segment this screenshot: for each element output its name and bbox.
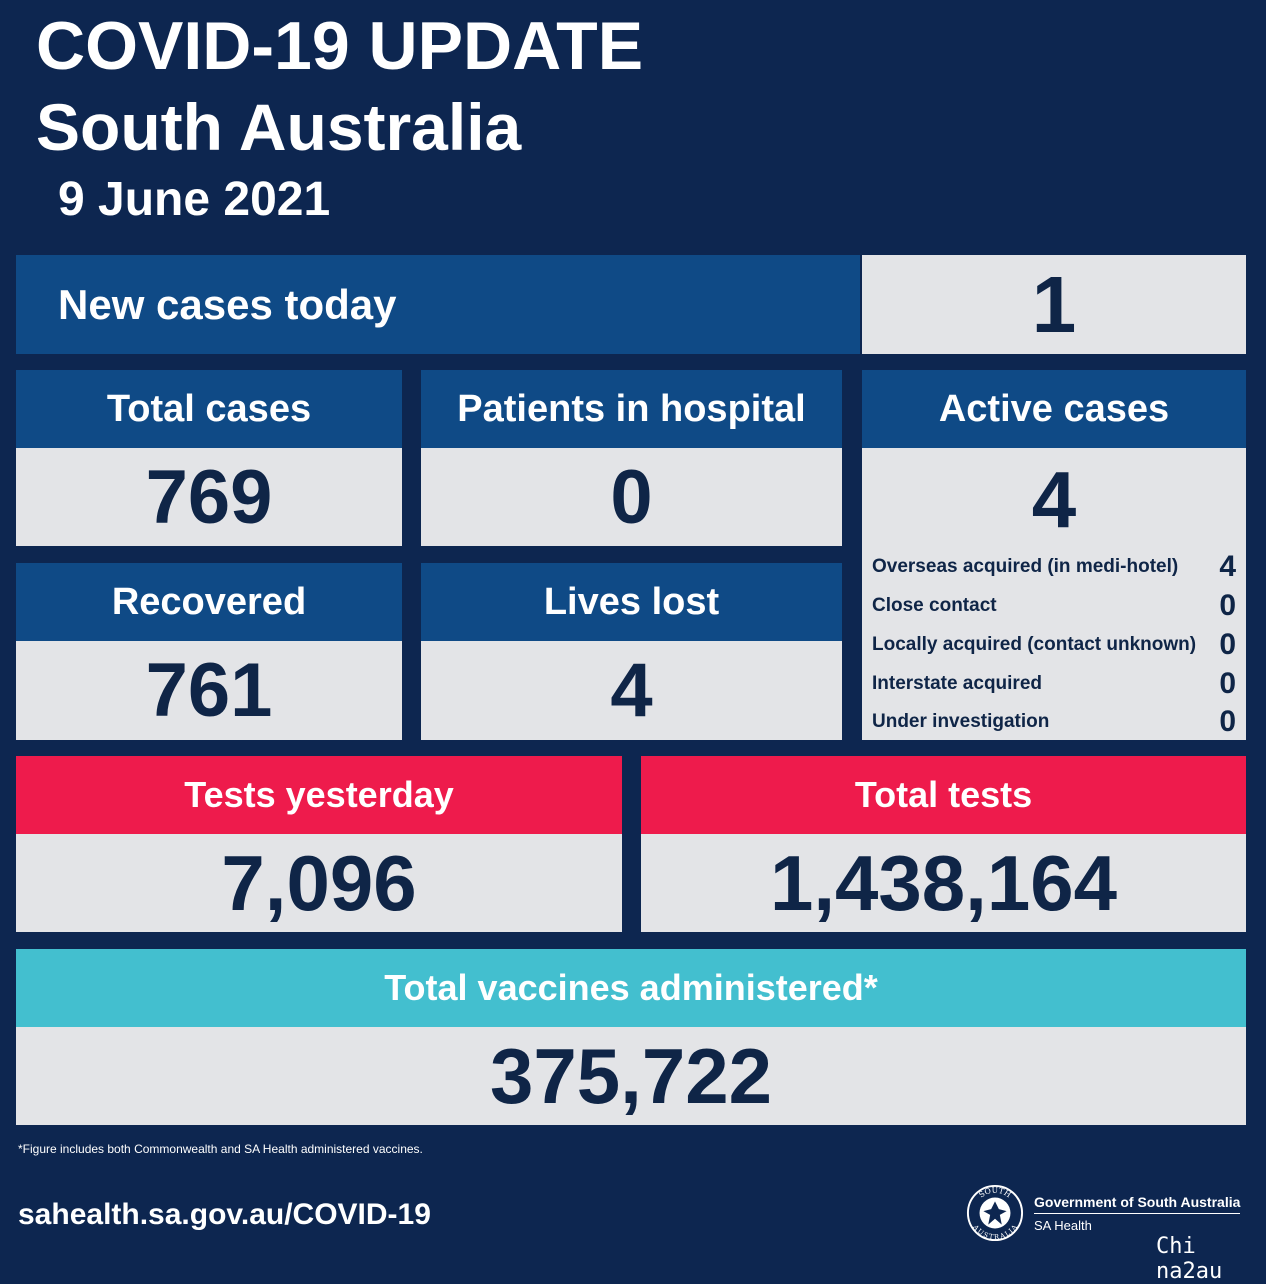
total-cases-value: 769 xyxy=(16,448,402,546)
svg-text:SOUTH: SOUTH xyxy=(977,1186,1013,1200)
government-logo: SOUTH AUSTRALIA Government of South Aust… xyxy=(966,1184,1241,1242)
government-name: Government of South Australia xyxy=(1034,1194,1241,1214)
total-tests-value: 1,438,164 xyxy=(641,834,1246,932)
breakdown-label: Under investigation xyxy=(872,711,1050,732)
website-link[interactable]: sahealth.sa.gov.au/COVID-19 xyxy=(18,1198,431,1231)
vaccines-label: Total vaccines administered* xyxy=(16,949,1246,1027)
vaccine-footnote: *Figure includes both Commonwealth and S… xyxy=(18,1142,423,1156)
active-cases-panel: 4 Overseas acquired (in medi-hotel) 4 Cl… xyxy=(862,448,1246,740)
active-cases-value: 4 xyxy=(1031,455,1077,544)
lives-lost-label: Lives lost xyxy=(421,563,842,641)
seal-top-text: SOUTH xyxy=(977,1186,1013,1200)
breakdown-value: 0 xyxy=(1219,628,1236,661)
breakdown-value: 4 xyxy=(1219,550,1236,583)
breakdown-label: Interstate acquired xyxy=(872,673,1042,694)
recovered-label: Recovered xyxy=(16,563,402,641)
title-covid-update: COVID-19 UPDATE xyxy=(36,8,644,84)
tests-yesterday-value: 7,096 xyxy=(16,834,622,932)
breakdown-row-locally-acquired: Locally acquired (contact unknown) 0 xyxy=(872,628,1236,662)
patients-in-hospital-label: Patients in hospital xyxy=(421,370,842,448)
lives-lost-value: 4 xyxy=(421,641,842,740)
sa-seal-icon: SOUTH AUSTRALIA xyxy=(966,1184,1024,1241)
breakdown-value: 0 xyxy=(1219,667,1236,700)
breakdown-value: 0 xyxy=(1219,705,1236,738)
breakdown-row-close-contact: Close contact 0 xyxy=(872,589,1236,623)
breakdown-row-under-investigation: Under investigation 0 xyxy=(872,705,1236,739)
breakdown-label: Close contact xyxy=(872,595,997,616)
title-south-australia: South Australia xyxy=(36,90,522,164)
breakdown-row-interstate: Interstate acquired 0 xyxy=(872,667,1236,701)
update-date: 9 June 2021 xyxy=(58,173,331,226)
tests-yesterday-label: Tests yesterday xyxy=(16,756,622,834)
total-tests-label: Total tests xyxy=(641,756,1246,834)
government-text: Government of South Australia SA Health xyxy=(1034,1194,1241,1233)
vaccines-value: 375,722 xyxy=(16,1027,1246,1125)
patients-in-hospital-value: 0 xyxy=(421,448,842,546)
new-cases-label: New cases today xyxy=(16,255,860,354)
breakdown-label: Locally acquired (contact unknown) xyxy=(872,634,1197,655)
breakdown-value: 0 xyxy=(1219,589,1236,622)
breakdown-row-overseas: Overseas acquired (in medi-hotel) 4 xyxy=(872,550,1236,584)
recovered-value: 761 xyxy=(16,641,402,740)
watermark: Chi na2au xyxy=(1156,1234,1223,1284)
breakdown-label: Overseas acquired (in medi-hotel) xyxy=(872,556,1179,577)
new-cases-value: 1 xyxy=(862,255,1246,354)
total-cases-label: Total cases xyxy=(16,370,402,448)
active-cases-label: Active cases xyxy=(862,370,1246,448)
agency-name: SA Health xyxy=(1034,1217,1092,1233)
